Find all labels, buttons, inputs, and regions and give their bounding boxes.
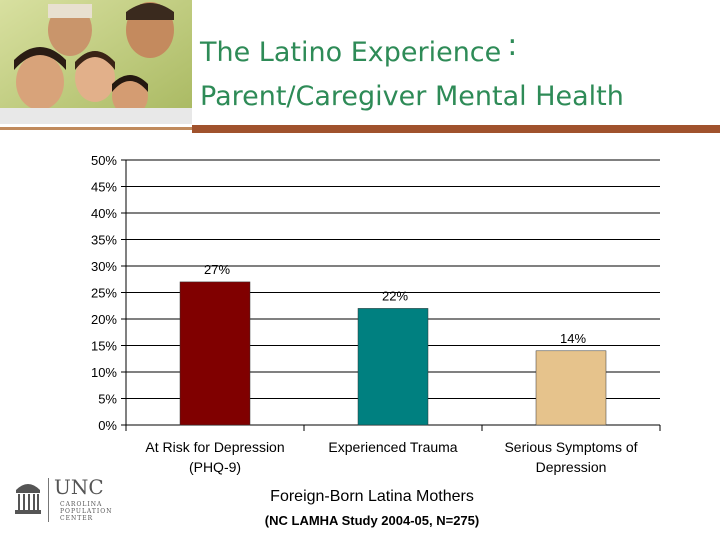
y-tick-label: 35% [91,233,117,248]
x-category-label-3: Serious Symptoms of [504,439,637,455]
old-well-icon [15,484,41,514]
y-tick-label: 5% [98,392,117,407]
bar-1 [179,281,251,426]
data-label-3: 14% [560,331,586,346]
x-category-label-2: Experienced Trauma [328,439,457,455]
logo-subline-3: CENTER [60,515,93,522]
y-tick-label: 20% [91,312,117,327]
chart-subtitle: (NC LAMHA Study 2004-05, N=275) [265,513,479,528]
unc-logo: UNC CAROLINA POPULATION CENTER [14,475,134,526]
logo-subline-1: CAROLINA [60,501,102,508]
y-tick-label: 50% [91,153,117,168]
logo-subline-2: POPULATION [60,508,112,515]
x-category-label-1: (PHQ-9) [189,459,241,475]
header-divider-left [0,127,192,130]
y-tick-label: 10% [91,365,117,380]
y-tick-label: 15% [91,339,117,354]
header-divider [192,125,720,133]
chart-title: Foreign-Born Latina Mothers [270,488,474,505]
family-photo [0,0,192,124]
title-colon: : [507,28,518,63]
data-label-2: 22% [382,288,408,303]
bar-3 [535,350,607,426]
title-line-2: Parent/Caregiver Mental Health [200,81,624,112]
bar-chart: 0% 5% 10% 15% 20% 25% 30% 35% 40% 45% 50% 27% At Ris… [91,153,661,528]
x-category-label-3: Depression [536,459,607,475]
bar-2 [357,308,429,426]
data-label-1: 27% [204,262,230,277]
y-tick-label: 0% [98,418,117,433]
logo-name: UNC [54,476,104,499]
y-tick-label: 25% [91,286,117,301]
title-line-1: The Latino Experience [200,37,502,68]
y-tick-label: 30% [91,259,117,274]
y-tick-label: 40% [91,206,117,221]
y-tick-label: 45% [91,180,117,195]
x-category-label-1: At Risk for Depression [145,439,284,455]
slide-title: The Latino Experience: Parent/Caregiver … [200,28,624,119]
